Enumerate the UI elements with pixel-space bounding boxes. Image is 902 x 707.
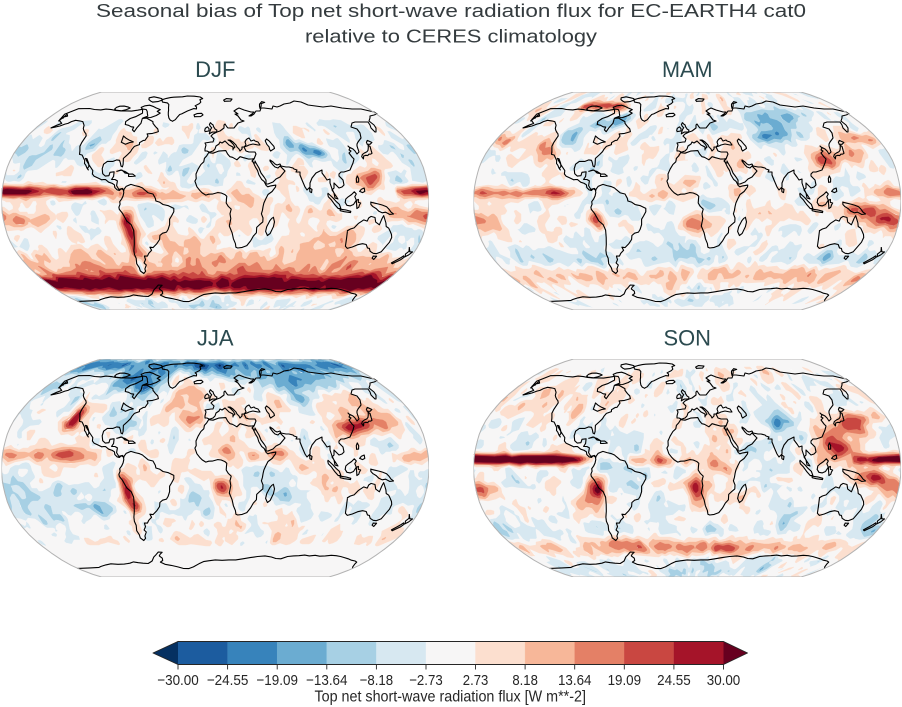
svg-text:−19.09: −19.09 <box>256 672 298 689</box>
svg-text:relative to CERES climatology: relative to CERES climatology <box>305 26 598 47</box>
svg-text:−2.73: −2.73 <box>409 672 443 689</box>
svg-text:−24.55: −24.55 <box>207 672 249 689</box>
svg-text:30.00: 30.00 <box>707 672 741 689</box>
svg-text:−30.00: −30.00 <box>157 672 199 689</box>
svg-text:DJF: DJF <box>195 57 235 82</box>
svg-text:Seasonal bias of Top net short: Seasonal bias of Top net short-wave radi… <box>96 0 806 21</box>
svg-text:JJA: JJA <box>197 326 234 351</box>
svg-text:19.09: 19.09 <box>608 672 642 689</box>
svg-text:−13.64: −13.64 <box>306 672 348 689</box>
svg-text:8.18: 8.18 <box>512 672 538 689</box>
svg-text:24.55: 24.55 <box>657 672 691 689</box>
svg-text:SON: SON <box>664 326 712 351</box>
svg-text:13.64: 13.64 <box>558 672 592 689</box>
svg-text:Top net short-wave radiation f: Top net short-wave radiation flux [W m**… <box>314 688 586 705</box>
svg-text:2.73: 2.73 <box>463 672 489 689</box>
svg-text:MAM: MAM <box>662 57 713 82</box>
svg-text:−8.18: −8.18 <box>360 672 394 689</box>
